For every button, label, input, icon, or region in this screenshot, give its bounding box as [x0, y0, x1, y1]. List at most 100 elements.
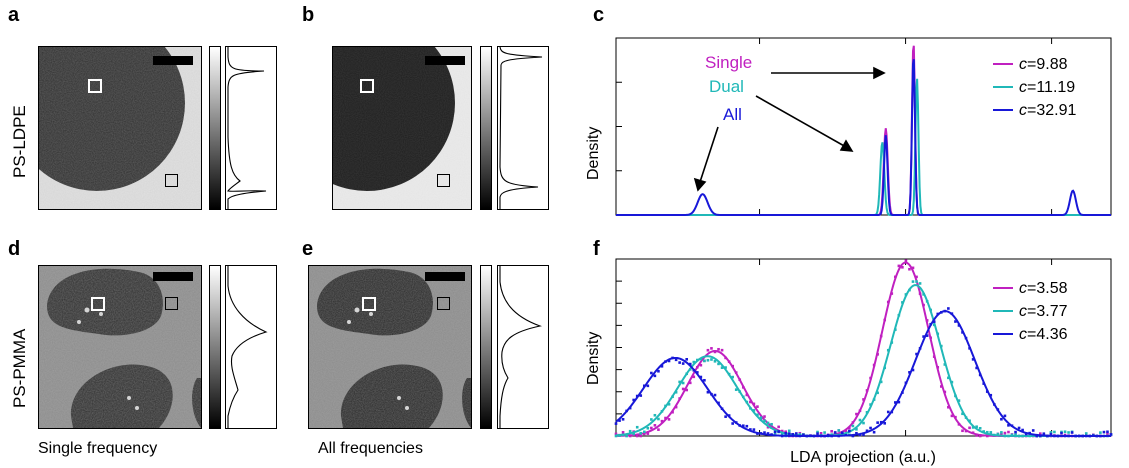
- data-point: [968, 419, 971, 423]
- data-point: [699, 363, 703, 367]
- data-point: [957, 399, 961, 402]
- data-point: [674, 405, 678, 409]
- data-point: [819, 432, 823, 435]
- data-point: [996, 432, 1000, 436]
- data-point: [908, 371, 911, 374]
- data-point: [777, 425, 780, 429]
- roi-square-dark-d: [91, 297, 105, 311]
- data-point: [865, 389, 869, 392]
- data-point: [720, 366, 724, 369]
- data-point: [727, 372, 731, 376]
- data-point: [642, 432, 646, 436]
- data-point: [727, 360, 731, 363]
- data-point: [901, 265, 904, 269]
- data-point: [703, 359, 706, 363]
- data-point: [862, 398, 865, 401]
- data-point: [667, 402, 671, 406]
- data-point: [1014, 430, 1017, 434]
- data-point: [904, 259, 908, 263]
- data-point: [929, 336, 932, 340]
- data-point: [706, 390, 710, 394]
- data-point: [646, 432, 650, 435]
- data-point: [1003, 414, 1007, 418]
- data-point: [876, 391, 879, 395]
- data-point: [964, 429, 968, 433]
- data-point: [819, 434, 823, 438]
- data-point: [671, 356, 674, 360]
- data-point: [961, 429, 964, 433]
- data-point: [625, 409, 628, 413]
- data-point: [1074, 434, 1077, 438]
- data-point: [635, 394, 639, 398]
- data-point: [770, 433, 773, 436]
- data-point: [639, 431, 643, 435]
- data-point: [971, 426, 975, 429]
- data-point: [696, 371, 699, 374]
- data-point: [851, 421, 855, 424]
- data-point: [844, 429, 848, 433]
- data-point: [741, 386, 745, 389]
- roi-square-dark-a: [88, 79, 102, 93]
- chart-f-series: [614, 259, 1113, 438]
- data-point: [618, 419, 621, 422]
- data-point: [1053, 434, 1056, 438]
- data-point: [752, 428, 756, 431]
- data-point: [710, 358, 713, 361]
- data-point: [840, 431, 844, 435]
- data-point: [925, 300, 929, 303]
- data-point: [798, 433, 802, 436]
- data-point: [653, 374, 657, 378]
- data-point: [922, 293, 925, 296]
- data-point: [1046, 434, 1049, 438]
- data-point: [642, 430, 646, 434]
- data-point: [667, 359, 671, 363]
- data-point: [936, 332, 940, 336]
- data-point: [688, 362, 692, 366]
- data-point: [720, 348, 724, 352]
- panel-label-c: c: [593, 4, 605, 26]
- profile-b: [497, 46, 549, 210]
- data-point: [855, 427, 858, 431]
- data-point: [692, 375, 696, 379]
- data-point: [830, 429, 833, 433]
- data-point: [968, 426, 971, 430]
- data-point: [993, 403, 996, 406]
- caption-single-frequency: Single frequency: [38, 440, 158, 457]
- data-point: [664, 404, 667, 408]
- data-point: [890, 341, 894, 344]
- data-point: [865, 429, 869, 433]
- data-point: [614, 422, 618, 425]
- legend-label-2: c=3.77: [1019, 303, 1068, 320]
- micrograph-b: [332, 46, 472, 210]
- series-line-3: [616, 59, 1111, 216]
- data-point: [738, 390, 742, 393]
- data-point: [685, 358, 689, 361]
- data-point: [685, 388, 689, 392]
- data-point: [1024, 432, 1028, 436]
- data-point: [925, 334, 929, 337]
- data-point: [681, 362, 685, 365]
- panel-label-f: f: [593, 238, 600, 260]
- data-point: [1053, 430, 1056, 434]
- data-point: [823, 434, 826, 438]
- data-point: [971, 431, 975, 435]
- scale-bar-e: [425, 272, 465, 281]
- row-label-ps-ldpe: PS-LDPE: [10, 105, 29, 178]
- data-point: [830, 433, 833, 436]
- chart-c-ylabel: Density: [585, 127, 602, 180]
- chart-f-legend: c=3.58 c=3.77 c=4.36: [993, 280, 1068, 343]
- scale-bar-a: [153, 56, 193, 65]
- data-point: [1049, 431, 1053, 434]
- data-point: [936, 365, 940, 369]
- data-point: [653, 424, 657, 427]
- data-point: [925, 319, 929, 322]
- data-point: [879, 420, 883, 424]
- data-point: [632, 432, 635, 436]
- data-point: [703, 378, 706, 382]
- data-point: [1109, 433, 1113, 436]
- data-point: [706, 358, 710, 362]
- data-point: [650, 371, 653, 375]
- data-point: [918, 282, 922, 285]
- panel-label-b: b: [302, 4, 315, 26]
- data-point: [688, 368, 692, 371]
